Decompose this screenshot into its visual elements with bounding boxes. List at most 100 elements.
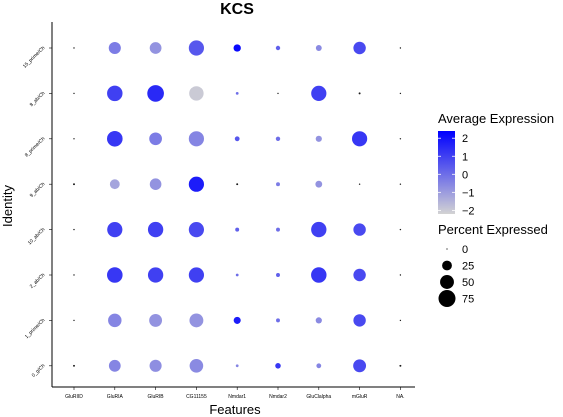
dot bbox=[353, 359, 367, 373]
dot bbox=[188, 267, 205, 283]
legend-percent-expressed: Percent Expressed 0 25 50 75 bbox=[438, 222, 548, 307]
dot bbox=[311, 221, 327, 238]
dot bbox=[399, 92, 402, 95]
y-ticks: 15_prime/Ch 8_ab/Ch 8_prime/Ch 9_ab/Ch 10_ab… bbox=[22, 45, 52, 379]
dot bbox=[358, 92, 361, 95]
dot bbox=[108, 313, 122, 328]
legend-size-dot bbox=[446, 248, 448, 250]
legend-color-label: −2 bbox=[462, 205, 475, 217]
y-tick-label: 8_ab/Ch bbox=[29, 90, 47, 108]
dot bbox=[235, 227, 240, 232]
legend-color-label: 0 bbox=[462, 169, 468, 181]
dot bbox=[276, 227, 280, 232]
dot bbox=[315, 317, 322, 324]
dot bbox=[147, 267, 164, 283]
legend-color-bar bbox=[438, 131, 455, 214]
x-tick-label: CG11155 bbox=[186, 394, 207, 400]
legend-size-label: 50 bbox=[462, 277, 474, 289]
legend-size-dot bbox=[438, 290, 456, 307]
dot bbox=[109, 179, 120, 190]
x-tick-label: GluRIID bbox=[65, 394, 83, 400]
dot bbox=[353, 223, 366, 236]
dot bbox=[189, 359, 204, 373]
y-tick-label: 8_prime/Ch bbox=[24, 136, 47, 159]
dot bbox=[235, 273, 239, 277]
x-tick-label: Nmdar2 bbox=[269, 394, 287, 400]
dot bbox=[149, 313, 163, 327]
y-axis-title: Identity bbox=[0, 185, 15, 227]
legend-average-expression: Average Expression 2 1 0 −1 −2 bbox=[438, 111, 554, 217]
dot bbox=[275, 136, 281, 141]
dot bbox=[149, 42, 162, 54]
dot bbox=[188, 176, 205, 192]
dot bbox=[73, 364, 75, 367]
dot bbox=[276, 318, 280, 323]
dot bbox=[353, 41, 366, 55]
legend-size-label: 0 bbox=[462, 244, 468, 256]
dot bbox=[399, 319, 402, 322]
dot bbox=[399, 364, 402, 367]
x-tick-label: GluRIA bbox=[107, 394, 124, 400]
dot bbox=[188, 131, 205, 147]
dot bbox=[353, 268, 366, 282]
y-tick-label: 1_prime/Ch bbox=[24, 317, 47, 340]
legend-size-label: 25 bbox=[462, 261, 474, 273]
dot bbox=[399, 274, 402, 276]
y-tick-label: 0_g/Ch bbox=[31, 363, 47, 379]
dot bbox=[107, 221, 123, 238]
dot bbox=[149, 359, 162, 372]
dot bbox=[351, 131, 368, 147]
legend-size-title: Percent Expressed bbox=[438, 222, 548, 237]
x-tick-label: GluClalpha bbox=[306, 394, 331, 400]
x-tick-label: GluRIB bbox=[148, 394, 165, 400]
legend-size-dot bbox=[442, 260, 452, 271]
x-ticks: GluRIID GluRIA GluRIB CG11155 Nmdar1 Nmdar2 Gl… bbox=[65, 387, 405, 400]
dot bbox=[107, 267, 123, 283]
dot bbox=[233, 44, 241, 52]
dot bbox=[315, 45, 322, 51]
dot bbox=[315, 180, 323, 188]
dot bbox=[358, 183, 361, 185]
legend-color-label: −1 bbox=[462, 187, 475, 199]
dot bbox=[107, 131, 123, 147]
dot bbox=[399, 47, 402, 49]
dot bbox=[107, 85, 123, 102]
dot bbox=[316, 363, 322, 369]
dot bbox=[73, 319, 75, 322]
dot bbox=[236, 183, 239, 186]
x-tick-label: mGluR bbox=[352, 394, 368, 400]
chart-title: KCS bbox=[220, 1, 254, 18]
dot bbox=[275, 45, 281, 51]
dot bbox=[189, 86, 204, 101]
dot bbox=[147, 85, 164, 102]
dot bbox=[275, 363, 281, 369]
dot bbox=[315, 135, 322, 142]
x-axis-title: Features bbox=[209, 402, 261, 417]
dot bbox=[147, 221, 164, 238]
y-tick-label: 9_ab/Ch bbox=[29, 181, 47, 199]
dot bbox=[277, 92, 279, 95]
dot bbox=[234, 136, 240, 142]
dot bbox=[311, 267, 327, 283]
legend-color-label: 2 bbox=[462, 133, 468, 145]
dot bbox=[73, 183, 75, 186]
dot bbox=[188, 221, 205, 238]
y-tick-label: 15_prime/Ch bbox=[22, 45, 47, 70]
dot bbox=[353, 314, 366, 327]
dot bbox=[73, 274, 75, 276]
dot bbox=[73, 138, 75, 140]
y-tick-label: 2_ab/Ch bbox=[29, 272, 47, 290]
legend-color-title: Average Expression bbox=[438, 111, 554, 126]
x-tick-label: Nmdar1 bbox=[228, 394, 246, 400]
legend-size-dot bbox=[440, 275, 454, 289]
dot bbox=[73, 228, 75, 231]
dot bbox=[235, 364, 239, 368]
dot bbox=[399, 183, 402, 185]
dot bbox=[276, 182, 280, 187]
legend-size-label: 75 bbox=[462, 294, 474, 306]
y-tick-label: 10_ab/Ch bbox=[27, 227, 47, 247]
dots bbox=[73, 40, 402, 373]
plot-area: GluRIID GluRIA GluRIB CG11155 Nmdar1 Nmdar2 Gl… bbox=[22, 22, 415, 400]
legend-color-label: 1 bbox=[462, 151, 468, 163]
